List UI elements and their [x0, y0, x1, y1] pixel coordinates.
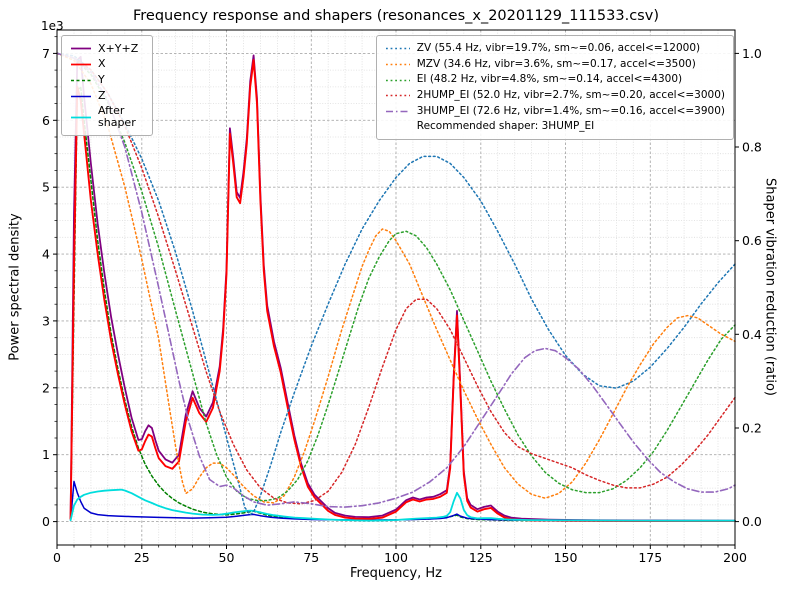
y-tick-label: 4	[42, 247, 50, 262]
legend-item: After shaper	[70, 103, 144, 130]
legend-line-sample	[385, 75, 411, 86]
y2-tick-label: 0.8	[742, 140, 762, 155]
legend-label: EI (48.2 Hz, vibr=4.8%, sm~=0.14, accel<…	[416, 73, 683, 86]
legend-line-sample	[70, 43, 92, 54]
legend-line-sample	[385, 90, 411, 101]
y-axis-offset-label: 1e3	[41, 19, 64, 33]
x-tick-label: 25	[134, 550, 150, 565]
legend-item: X	[70, 57, 144, 71]
legend-item: Y	[70, 73, 144, 87]
x-tick-label: 50	[219, 550, 235, 565]
series-zv	[56, 52, 736, 516]
series-x	[69, 59, 736, 523]
legend-label: ZV (55.4 Hz, vibr=19.7%, sm~=0.06, accel…	[416, 42, 701, 54]
chart-title: Frequency response and shapers (resonanc…	[133, 8, 659, 24]
y-axis-label-left: Power spectral density	[7, 213, 23, 361]
y2-tick-label: 0.6	[742, 233, 762, 248]
y2-tick-label: 0.0	[742, 514, 762, 529]
psd-legend: X+Y+Z X Y Z After shaper	[61, 35, 153, 137]
y2-tick-label: 1.0	[742, 46, 762, 61]
legend-item: ZV (55.4 Hz, vibr=19.7%, sm~=0.06, accel…	[385, 42, 725, 56]
series-3hump-ei	[56, 52, 736, 508]
legend-line-sample	[70, 91, 92, 102]
y-tick-label: 1	[42, 447, 50, 462]
legend-label: 3HUMP_EI (72.6 Hz, vibr=1.4%, sm~=0.16, …	[416, 104, 725, 117]
legend-line-sample	[70, 112, 92, 123]
x-tick-label: 150	[554, 550, 578, 565]
x-tick-label: 125	[469, 550, 493, 565]
legend-item: 2HUMP_EI (52.0 Hz, vibr=2.7%, sm~=0.20, …	[385, 89, 725, 103]
legend-item: 3HUMP_EI (72.6 Hz, vibr=1.4%, sm~=0.16, …	[385, 105, 725, 119]
x-tick-label: 200	[723, 550, 747, 565]
legend-item: Z	[70, 89, 144, 103]
legend-line-sample	[385, 59, 411, 70]
legend-label: Y	[98, 73, 105, 87]
legend-label: MZV (34.6 Hz, vibr=3.6%, sm~=0.17, accel…	[416, 57, 696, 70]
legend-item: X+Y+Z	[70, 42, 144, 56]
y-tick-label: 7	[42, 46, 50, 61]
y-tick-label: 0	[42, 514, 50, 529]
x-axis-label: Frequency, Hz	[349, 566, 443, 581]
series-after-shaper	[69, 488, 736, 522]
legend-line-sample	[70, 59, 92, 70]
legend-label: After shaper	[98, 103, 136, 130]
x-tick-label: 100	[384, 550, 408, 565]
x-tick-label: 0	[53, 550, 61, 565]
y-axis-label-right: Shaper vibration reduction (ratio)	[762, 178, 778, 396]
y-tick-label: 5	[42, 180, 50, 195]
shaper-legend: ZV (55.4 Hz, vibr=19.7%, sm~=0.06, accel…	[375, 35, 734, 140]
legend-line-sample	[385, 106, 411, 117]
recommended-shaper-note: Recommended shaper: 3HUMP_EI	[416, 120, 595, 133]
y2-tick-label: 0.2	[742, 421, 762, 436]
series-ei	[56, 52, 736, 502]
legend-line-sample	[70, 75, 92, 86]
legend-label: 2HUMP_EI (52.0 Hz, vibr=2.7%, sm~=0.20, …	[416, 88, 725, 101]
x-tick-label: 75	[303, 550, 319, 565]
y-tick-label: 3	[42, 313, 50, 328]
series-mzv	[56, 52, 736, 504]
y-tick-label: 2	[42, 380, 50, 395]
y-tick-label: 6	[42, 113, 50, 128]
y2-tick-label: 0.4	[742, 327, 762, 342]
x-tick-label: 175	[638, 550, 662, 565]
legend-item: EI (48.2 Hz, vibr=4.8%, sm~=0.14, accel<…	[385, 73, 725, 87]
legend-label: Z	[98, 88, 106, 102]
legend-label: X+Y+Z	[98, 41, 139, 55]
legend-label: X	[98, 57, 106, 71]
series-2hump-ei	[56, 52, 736, 505]
legend-line-sample	[385, 43, 411, 54]
legend-item: MZV (34.6 Hz, vibr=3.6%, sm~=0.17, accel…	[385, 58, 725, 72]
